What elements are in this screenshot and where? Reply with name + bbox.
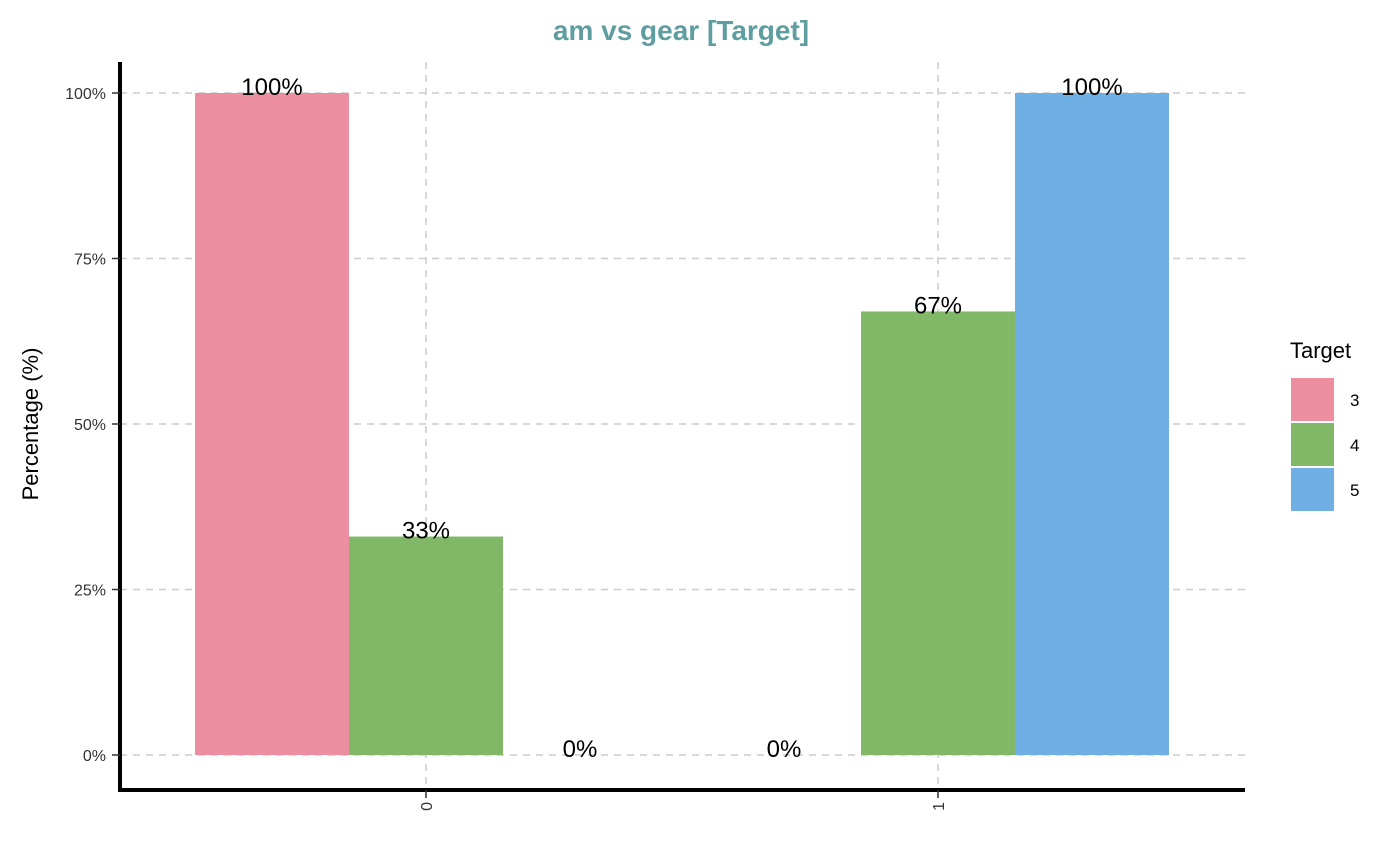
legend-label: 3 xyxy=(1350,391,1359,410)
data-label: 0% xyxy=(767,736,802,763)
axes: 0% 25% 50% 75% 100% 0 1 xyxy=(65,62,1245,811)
data-label: 100% xyxy=(241,74,302,101)
data-labels: 100% 33% 0% 67% 100% 0% xyxy=(241,74,1122,763)
data-label: 100% xyxy=(1061,74,1122,101)
y-axis-label: Percentage (%) xyxy=(18,348,43,501)
data-label: 67% xyxy=(914,292,962,319)
y-tick-label: 0% xyxy=(83,748,106,765)
y-tick-label: 75% xyxy=(74,252,106,269)
legend-title: Target xyxy=(1290,338,1351,363)
legend-swatch xyxy=(1291,468,1334,511)
x-tick-label: 1 xyxy=(931,802,948,811)
bar xyxy=(195,93,349,755)
bar xyxy=(1015,93,1169,755)
bar xyxy=(349,536,503,755)
data-label: 0% xyxy=(563,736,598,763)
data-label: 33% xyxy=(402,518,450,545)
y-tick-label: 25% xyxy=(74,583,106,600)
legend-swatch xyxy=(1291,423,1334,466)
legend-swatch xyxy=(1291,378,1334,421)
legend: Target 3 4 5 xyxy=(1290,338,1359,511)
bar xyxy=(861,311,1015,755)
legend-label: 5 xyxy=(1350,481,1359,500)
bars xyxy=(195,93,1169,755)
chart-title: am vs gear [Target] xyxy=(553,15,809,46)
y-tick-label: 100% xyxy=(65,86,106,103)
x-tick-label: 0 xyxy=(419,802,436,811)
y-tick-label: 50% xyxy=(74,417,106,434)
legend-label: 4 xyxy=(1350,436,1359,455)
